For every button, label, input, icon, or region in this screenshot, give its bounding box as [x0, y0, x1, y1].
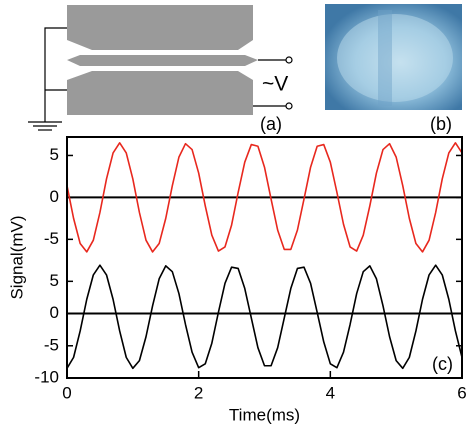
y-tick-label: 5 — [50, 145, 59, 164]
wire — [44, 27, 67, 118]
x-axis-label: Time(ms) — [229, 405, 300, 424]
terminal — [285, 102, 293, 110]
photo-sample — [337, 14, 453, 102]
x-tick-label: 4 — [326, 383, 335, 402]
source-label: ~V — [262, 73, 288, 96]
terminal — [285, 56, 293, 64]
panel-label: (a) — [260, 114, 282, 134]
y-tick-label: 0 — [50, 303, 59, 322]
panel-label: (c) — [432, 354, 453, 374]
upper-electrode — [67, 5, 253, 50]
center-strip — [67, 55, 258, 66]
y-tick-label: 0 — [50, 187, 59, 206]
signal-line — [66, 264, 463, 370]
y-axis-label: Signal(mV) — [7, 215, 26, 299]
photo: (b) — [325, 4, 462, 134]
y-tick-label: 5 — [50, 271, 59, 290]
y-tick-label: -5 — [44, 229, 59, 248]
y-tick-label: -10 — [34, 367, 59, 386]
signal-plot: -5 0 5 -10 -5 0 5 0 2 4 6 Time(ms) Signal(mV) (c) — [7, 136, 467, 424]
signal-line — [66, 142, 463, 253]
plot-frame — [66, 136, 463, 379]
lower-electrode — [67, 71, 253, 115]
x-tick-label: 0 — [62, 383, 71, 402]
x-tick-label: 6 — [457, 383, 466, 402]
photo-band — [378, 10, 392, 106]
device-diagram: ~V (a) — [28, 5, 293, 134]
y-tick-label: -5 — [44, 335, 59, 354]
panel-label: (b) — [430, 114, 452, 134]
x-tick-label: 2 — [194, 383, 203, 402]
